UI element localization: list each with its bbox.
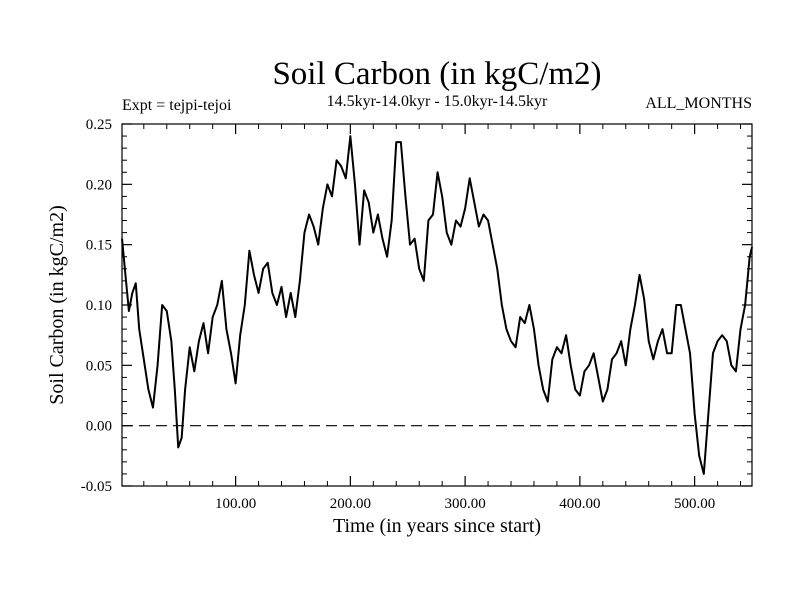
x-tick-label: 300.00 <box>444 496 485 512</box>
x-tick-label: 500.00 <box>674 496 715 512</box>
y-tick-label: 0.20 <box>86 177 112 193</box>
experiment-label: Expt = tejpi-tejoi <box>122 97 232 114</box>
chart-title: Soil Carbon (in kgC/m2) <box>272 56 601 92</box>
x-tick-label: 200.00 <box>330 496 371 512</box>
y-axis-label: Soil Carbon (in kgC/m2) <box>46 205 68 404</box>
y-tick-label: 0.10 <box>86 298 112 314</box>
x-axis-label: Time (in years since start) <box>333 515 541 537</box>
y-tick-label: 0.15 <box>86 238 112 254</box>
x-axis: 100.00 200.00 300.00 400.00 500.00 <box>143 124 742 512</box>
y-tick-label: -0.05 <box>81 479 112 495</box>
x-tick-label: 400.00 <box>559 496 600 512</box>
y-axis: -0.05 0.00 0.05 0.10 0.15 0.20 0.25 <box>81 117 752 495</box>
months-label: ALL_MONTHS <box>645 95 752 112</box>
x-tick-label: 100.00 <box>215 496 256 512</box>
chart-subtitle: 14.5kyr-14.0kyr - 15.0kyr-14.5kyr <box>327 93 548 110</box>
y-tick-label: 0.05 <box>86 358 112 374</box>
soil-carbon-series-line <box>121 135 753 475</box>
y-tick-label: 0.00 <box>86 419 112 435</box>
y-tick-label: 0.25 <box>86 117 112 133</box>
